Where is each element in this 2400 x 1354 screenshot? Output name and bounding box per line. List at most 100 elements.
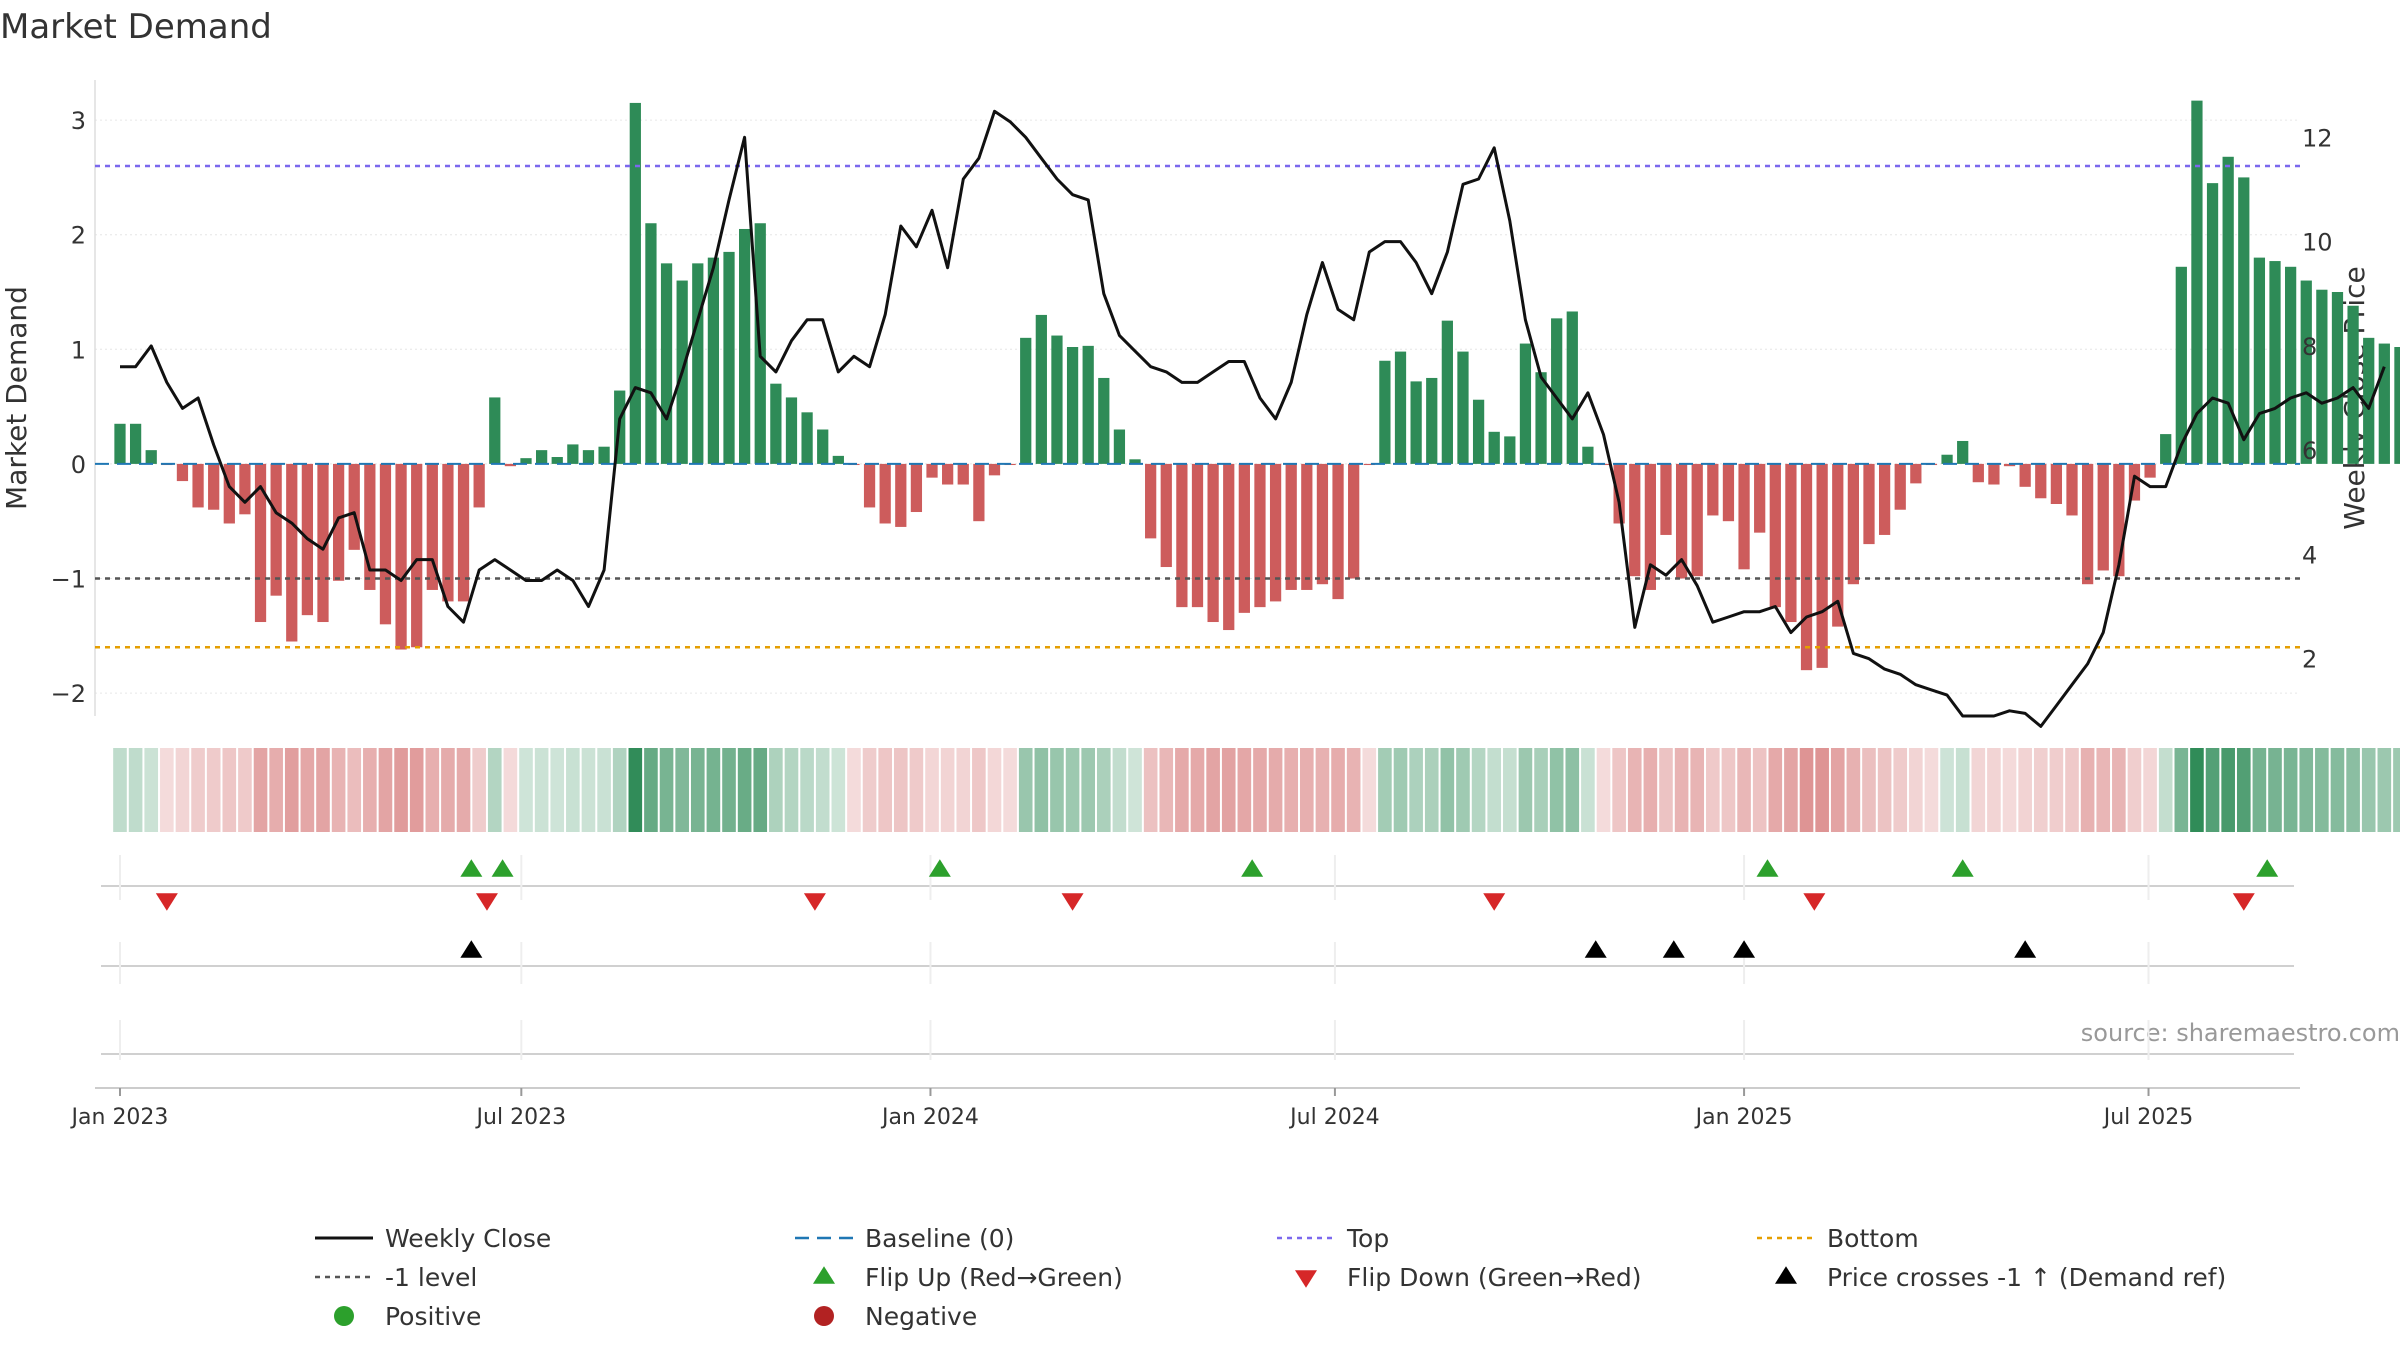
demand-bar: [2363, 337, 2375, 464]
flip-down-marker: [2232, 893, 2255, 911]
heat-cell: [394, 748, 408, 832]
legend-swatch-positive: [334, 1306, 354, 1326]
heat-cell: [2221, 748, 2235, 832]
demand-bar: [254, 463, 267, 623]
heat-cell: [2315, 748, 2329, 832]
demand-bar: [317, 463, 329, 623]
demand-bar: [551, 457, 563, 464]
heat-cell: [456, 748, 471, 832]
heat-cell: [191, 748, 205, 832]
heat-cell: [1487, 748, 1502, 832]
demand-bar: [442, 463, 454, 602]
y-axis-label-left: Market Demand: [0, 286, 33, 510]
legend-label: Negative: [865, 1302, 977, 1331]
demand-bar: [1332, 463, 1344, 600]
demand-bar: [1426, 377, 1438, 464]
demand-bar: [2050, 463, 2063, 504]
demand-bar: [1754, 463, 1766, 533]
demand-bar: [1535, 372, 1547, 464]
demand-bar: [1113, 429, 1126, 464]
demand-bar: [629, 102, 641, 464]
demand-bar: [1082, 345, 1094, 464]
demand-bar: [1816, 463, 1828, 668]
demand-bar: [1488, 431, 1500, 464]
heat-cell: [628, 748, 643, 832]
demand-bars: [114, 100, 2400, 671]
demand-bar: [457, 463, 470, 602]
demand-bar: [817, 429, 829, 464]
demand-bar: [1176, 463, 1188, 608]
demand-bar: [489, 397, 501, 464]
y-tick-label-right: 12: [2302, 124, 2333, 152]
heat-cell: [206, 748, 221, 832]
heat-cell: [160, 748, 174, 832]
demand-bar: [1957, 440, 1969, 464]
heat-cell: [363, 748, 377, 832]
demand-bar: [1191, 463, 1204, 608]
demand-bar: [208, 463, 220, 510]
heat-cell: [675, 748, 689, 832]
heat-cell: [2080, 748, 2095, 832]
demand-bar: [1301, 463, 1313, 590]
heat-cell: [1581, 748, 1595, 832]
heat-cell: [113, 748, 127, 832]
demand-bar: [114, 423, 126, 464]
heat-cell: [1237, 748, 1252, 832]
legend-label: Weekly Close: [385, 1224, 551, 1253]
demand-bar: [723, 251, 735, 464]
heat-cell: [1300, 748, 1314, 832]
x-tick-label: Jul 2023: [475, 1105, 567, 1130]
demand-bar: [2222, 156, 2234, 464]
heat-cell: [1971, 748, 1986, 832]
demand-bar: [1410, 381, 1422, 464]
heat-cell: [2361, 748, 2376, 832]
heat-cell: [331, 748, 346, 832]
y-tick-label-right: 4: [2302, 541, 2317, 569]
demand-bar: [1894, 463, 1906, 510]
demand-bar: [988, 463, 1001, 476]
demand-bar: [598, 446, 610, 464]
heat-cell: [269, 748, 283, 832]
heat-cell: [2190, 748, 2204, 832]
demand-bar: [1613, 463, 1625, 524]
demand-bar: [1800, 463, 1813, 671]
demand-bar: [1629, 463, 1641, 577]
demand-bar: [567, 444, 579, 464]
demand-bar: [863, 463, 876, 508]
heat-cell: [1081, 748, 1095, 832]
heat-cell: [2002, 748, 2017, 832]
heat-cell: [1128, 748, 1142, 832]
heat-cell: [862, 748, 877, 832]
heat-cell: [175, 748, 190, 832]
y-tick-label-left: 2: [71, 222, 86, 250]
heat-cell: [1987, 748, 2001, 832]
demand-bar: [2285, 266, 2297, 464]
heat-cell: [1909, 748, 1923, 832]
demand-bar: [785, 397, 798, 464]
x-tick-label: Jul 2024: [1288, 1105, 1380, 1130]
demand-bar: [645, 223, 657, 464]
demand-bar: [426, 463, 438, 590]
demand-bar: [1254, 463, 1266, 608]
heat-cell: [1315, 748, 1330, 832]
heat-cell: [1752, 748, 1767, 832]
heat-cell: [2330, 748, 2345, 832]
demand-heat-strip: [113, 748, 2400, 832]
demand-bar: [1394, 351, 1407, 464]
heat-cell: [987, 748, 1002, 832]
heat-cell: [1830, 748, 1845, 832]
legend-swatch-negative: [814, 1306, 834, 1326]
demand-bar: [2035, 463, 2047, 499]
heat-cell: [409, 748, 424, 832]
heat-cell: [1877, 748, 1892, 832]
demand-bar: [1738, 463, 1750, 570]
y-tick-label-right: 6: [2302, 437, 2317, 465]
heat-cell: [441, 748, 455, 832]
demand-bar: [2144, 463, 2156, 478]
demand-bar: [926, 463, 938, 478]
y-tick-label-right: 10: [2302, 229, 2333, 257]
demand-bar: [348, 463, 360, 550]
demand-bar: [1285, 463, 1297, 590]
legend-label: Flip Down (Green→Red): [1347, 1263, 1642, 1292]
heat-cell: [487, 748, 502, 832]
